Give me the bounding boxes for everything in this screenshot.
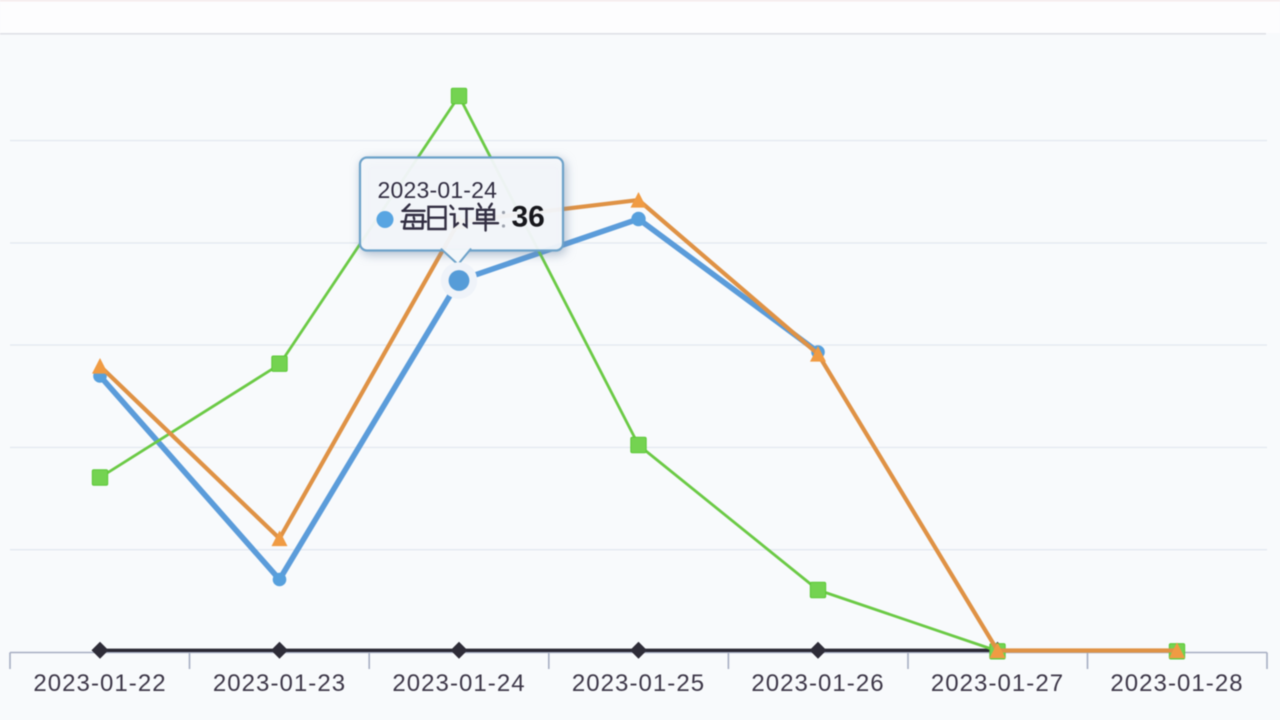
- svg-text:2023-01-26: 2023-01-26: [751, 670, 884, 697]
- svg-text:2023-01-24: 2023-01-24: [378, 177, 498, 203]
- svg-text:36: 36: [512, 201, 545, 234]
- svg-text:2023-01-25: 2023-01-25: [572, 670, 705, 697]
- svg-text:2023-01-27: 2023-01-27: [931, 670, 1064, 697]
- svg-text:2023-01-28: 2023-01-28: [1110, 670, 1243, 697]
- svg-text:2023-01-22: 2023-01-22: [33, 670, 166, 697]
- svg-text:2023-01-23: 2023-01-23: [213, 670, 346, 697]
- svg-text:2023-01-24: 2023-01-24: [392, 670, 525, 697]
